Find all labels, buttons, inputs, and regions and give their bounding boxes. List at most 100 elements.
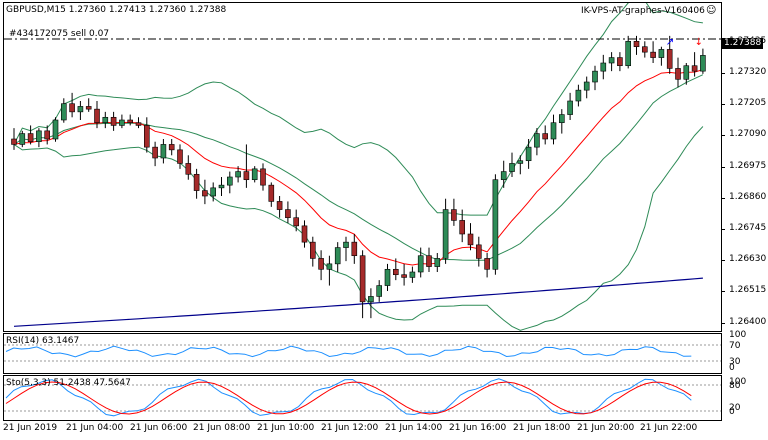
bearish-candle xyxy=(475,244,482,259)
bearish-candle xyxy=(177,149,183,164)
bullish-candle xyxy=(517,160,524,164)
bearish-candle xyxy=(351,241,358,257)
bearish-candle xyxy=(185,163,192,175)
bearish-candle xyxy=(459,220,466,235)
time-tick-label: 21 Jun 18:00 xyxy=(513,423,571,433)
bearish-candle xyxy=(285,209,291,219)
bearish-candle xyxy=(359,255,366,303)
bearish-candle xyxy=(484,258,490,270)
bearish-candle xyxy=(666,49,673,69)
price-tick-label: 1.26975 xyxy=(729,160,767,171)
bullish-candle xyxy=(160,144,167,159)
bearish-candle xyxy=(392,268,399,276)
current-price-badge: 1.27388 xyxy=(722,38,764,49)
bullish-candle xyxy=(575,89,582,102)
stochastic-signal-line xyxy=(5,381,692,415)
price-tick-mark xyxy=(721,72,725,74)
time-tick-label: 21 Jun 16:00 xyxy=(449,423,507,433)
bearish-candle xyxy=(691,65,698,72)
rsi-svg xyxy=(4,344,721,362)
bearish-candle xyxy=(168,144,175,151)
price-tick-mark xyxy=(721,104,725,106)
bullish-candle xyxy=(210,187,216,197)
bearish-candle xyxy=(641,46,648,53)
rsi-level-0: 0 xyxy=(729,363,735,373)
price-tick-mark xyxy=(721,228,725,230)
moving-average-line xyxy=(13,69,704,266)
smiley-icon: ☺ xyxy=(706,5,717,16)
price-chart-svg: ↗ ↓ xyxy=(4,3,721,331)
time-tick-label: 21 Jun 06:00 xyxy=(130,423,188,433)
price-tick-mark xyxy=(721,322,725,324)
bearish-candle xyxy=(260,168,266,186)
price-tick-label: 1.27320 xyxy=(729,66,767,77)
stochastic-axis: 100 80 20 0 xyxy=(721,375,768,419)
price-tick-mark xyxy=(721,260,725,262)
bollinger-upper-line xyxy=(13,3,703,216)
stochastic-pane[interactable]: Sto(5,3,3) 51.2438 47.5647 xyxy=(3,375,722,421)
price-chart-pane[interactable]: ↗ ↓ GBPUSD,M15 1.27360 1.27413 1.27360 1.… xyxy=(3,2,722,332)
sto-level-100: 100 xyxy=(729,377,747,387)
bullish-candle xyxy=(550,122,557,140)
time-tick-label: 21 Jun 20:00 xyxy=(577,423,635,433)
bullish-candle xyxy=(326,263,333,270)
buy-arrow-icon: ↗ xyxy=(666,37,674,48)
bullish-candle xyxy=(52,119,59,140)
sto-level-80: 80 xyxy=(729,381,741,391)
bullish-candle xyxy=(77,106,84,113)
bearish-candle xyxy=(135,122,142,126)
time-tick-label: 21 Jun 08:00 xyxy=(193,423,251,433)
bullish-candle xyxy=(119,119,125,126)
bearish-candle xyxy=(401,274,407,278)
bearish-candle xyxy=(193,173,200,191)
price-tick-label: 1.27090 xyxy=(729,129,767,140)
price-tick-mark xyxy=(721,291,725,293)
bearish-candle xyxy=(675,68,681,80)
bearish-candle xyxy=(69,103,75,113)
bearish-candle xyxy=(650,51,656,58)
bearish-candle xyxy=(268,184,275,202)
bullish-candle xyxy=(434,258,441,267)
symbol-header: GBPUSD,M15 1.27360 1.27413 1.27360 1.273… xyxy=(6,5,227,15)
rsi-label: RSI(14) 63.1467 xyxy=(6,336,80,346)
bullish-candle xyxy=(683,65,690,80)
rsi-level-70: 70 xyxy=(729,341,741,351)
bearish-candle xyxy=(451,209,457,221)
bullish-candle xyxy=(442,209,449,259)
bearish-candle xyxy=(144,125,150,148)
bearish-candle xyxy=(542,133,549,140)
price-tick-label: 1.26515 xyxy=(729,285,767,296)
bullish-candle xyxy=(700,55,706,72)
bearish-candle xyxy=(127,119,133,124)
time-tick-label: 21 Jun 14:00 xyxy=(385,423,443,433)
bullish-candle xyxy=(658,49,665,58)
bullish-candle xyxy=(592,70,598,83)
time-tick-label: 21 Jun 2019 xyxy=(3,423,58,433)
bearish-candle xyxy=(633,40,640,48)
price-tick-label: 1.26630 xyxy=(729,254,767,265)
price-axis: 1.274351.273201.272051.270901.269751.268… xyxy=(721,2,768,330)
bullish-candle xyxy=(334,247,341,265)
sto-level-20: 20 xyxy=(729,403,741,413)
rsi-level-100: 100 xyxy=(729,330,747,340)
bullish-candle xyxy=(525,146,532,162)
bearish-candle xyxy=(318,258,324,270)
bullish-candle xyxy=(235,171,241,178)
bullish-candle xyxy=(583,81,590,91)
bearish-candle xyxy=(617,57,623,67)
bearish-candle xyxy=(301,225,308,243)
bullish-candle xyxy=(625,40,632,67)
bullish-candle xyxy=(19,133,26,145)
bullish-candle xyxy=(376,285,383,297)
order-line-label: #434172075 sell 0.07 xyxy=(9,29,110,39)
price-tick-label: 1.26400 xyxy=(729,316,767,327)
bearish-candle xyxy=(293,217,300,227)
rsi-pane[interactable]: RSI(14) 63.1467 xyxy=(3,333,722,374)
bullish-candle xyxy=(368,296,374,303)
price-tick-label: 1.26860 xyxy=(729,191,767,202)
bullish-candle xyxy=(509,163,515,172)
bearish-candle xyxy=(309,241,316,259)
bearish-candle xyxy=(27,133,34,143)
bullish-candle xyxy=(417,255,424,273)
bullish-candle xyxy=(218,184,225,189)
